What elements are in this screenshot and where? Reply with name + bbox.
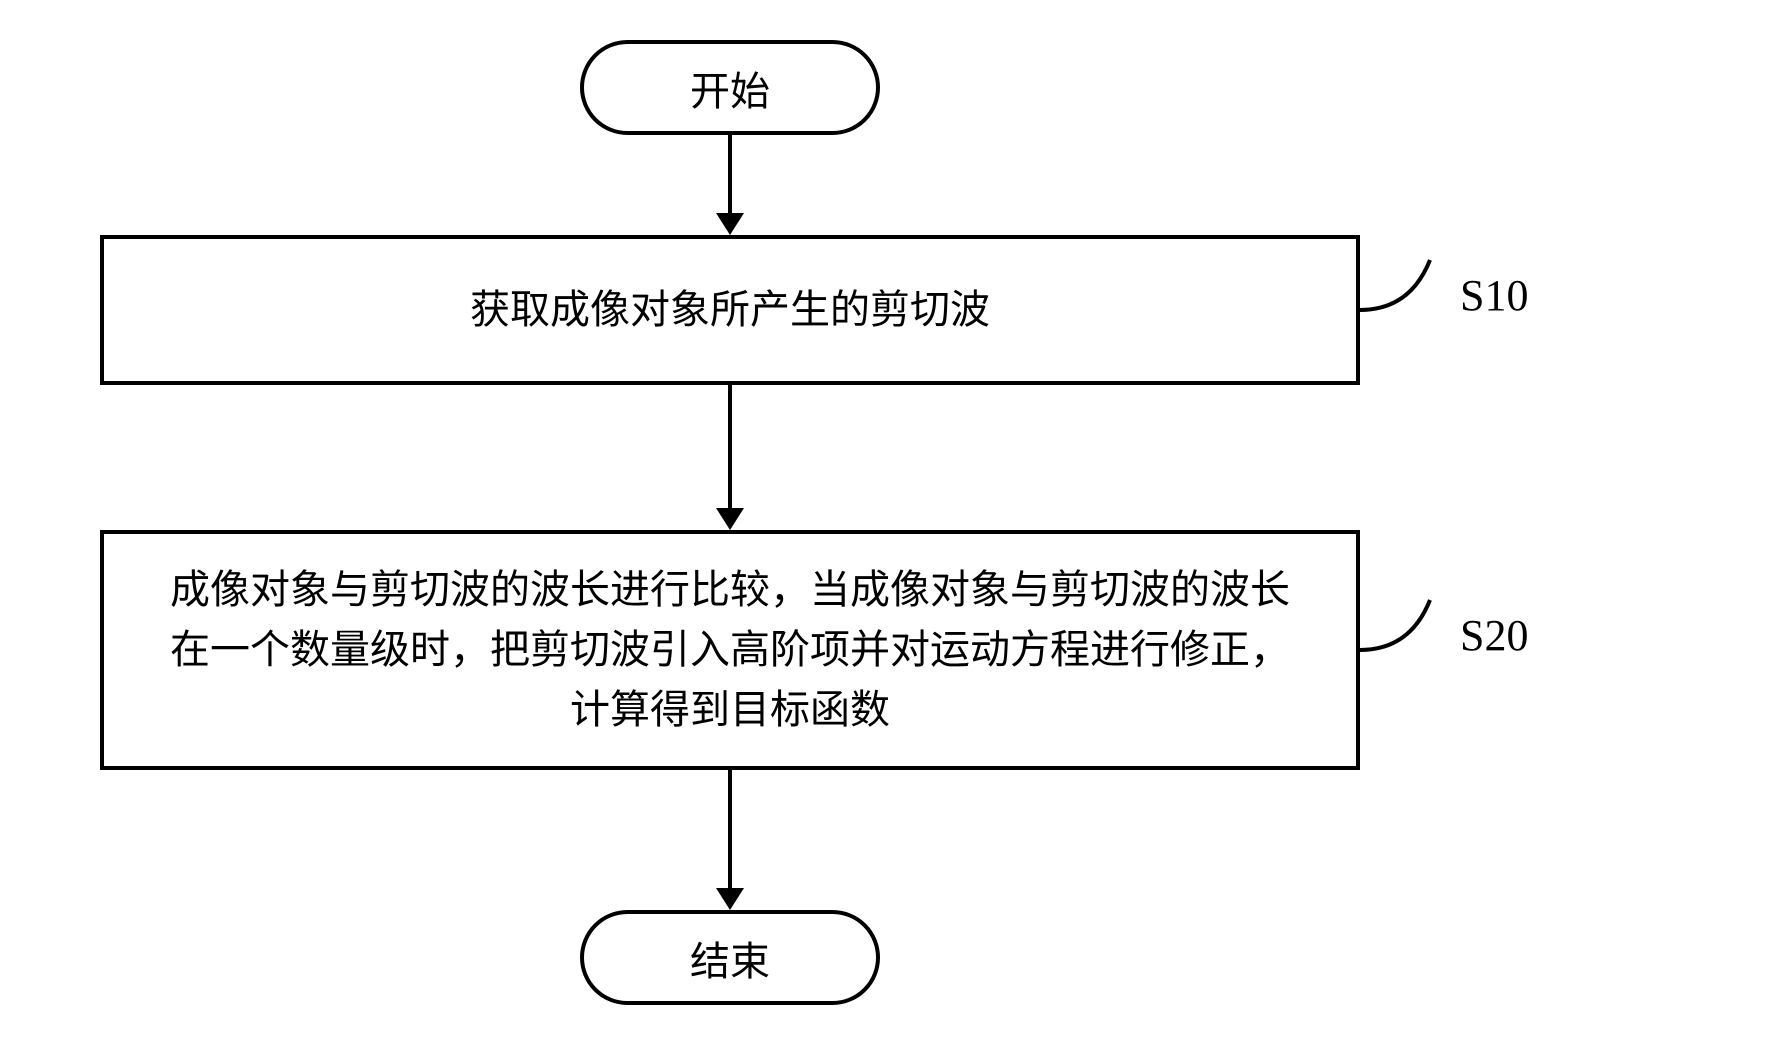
process-s20: 成像对象与剪切波的波长进行比较，当成像对象与剪切波的波长 在一个数量级时，把剪切…: [100, 530, 1360, 770]
flowchart-container: 开始 获取成像对象所产生的剪切波 S10 成像对象与剪切波的波长进行比较，当成像…: [100, 40, 1650, 1010]
end-label: 结束: [690, 929, 770, 987]
end-node: 结束: [580, 910, 880, 1005]
start-node: 开始: [580, 40, 880, 135]
leader-s20: [1360, 580, 1450, 670]
process-s10-text: 获取成像对象所产生的剪切波: [470, 280, 990, 340]
arrow-s20-end: [702, 770, 758, 910]
process-s10: 获取成像对象所产生的剪切波: [100, 235, 1360, 385]
arrow-s10-s20: [702, 385, 758, 530]
arrow-start-s10: [702, 135, 758, 235]
process-s20-text: 成像对象与剪切波的波长进行比较，当成像对象与剪切波的波长 在一个数量级时，把剪切…: [170, 560, 1290, 740]
start-label: 开始: [690, 59, 770, 117]
label-s10: S10: [1460, 270, 1528, 321]
label-s20: S20: [1460, 610, 1528, 661]
leader-s10: [1360, 240, 1450, 330]
